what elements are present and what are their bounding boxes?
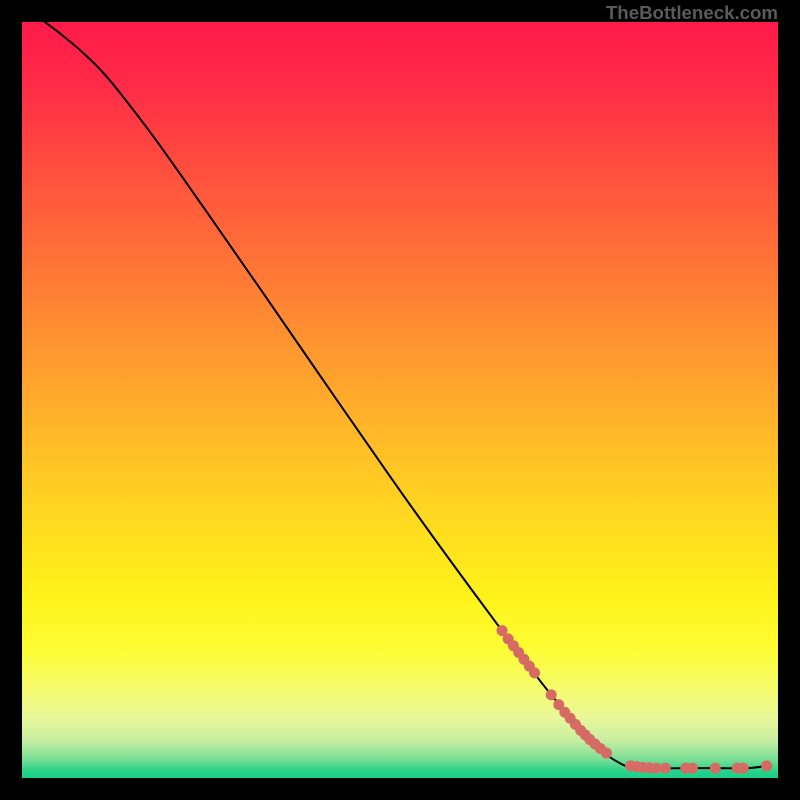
scatter-marker (546, 689, 557, 700)
plot-overlay-svg (22, 22, 778, 778)
curve-line (45, 22, 767, 768)
scatter-marker (738, 763, 749, 774)
attribution-label: TheBottleneck.com (606, 2, 778, 24)
scatter-marker (687, 763, 698, 774)
plot-area (22, 22, 778, 778)
scatter-marker (761, 760, 772, 771)
scatter-marker (601, 748, 612, 759)
scatter-marker (529, 667, 540, 678)
scatter-marker (660, 763, 671, 774)
chart-container: TheBottleneck.com (0, 0, 800, 800)
scatter-marker (710, 763, 721, 774)
scatter-markers (497, 625, 773, 774)
